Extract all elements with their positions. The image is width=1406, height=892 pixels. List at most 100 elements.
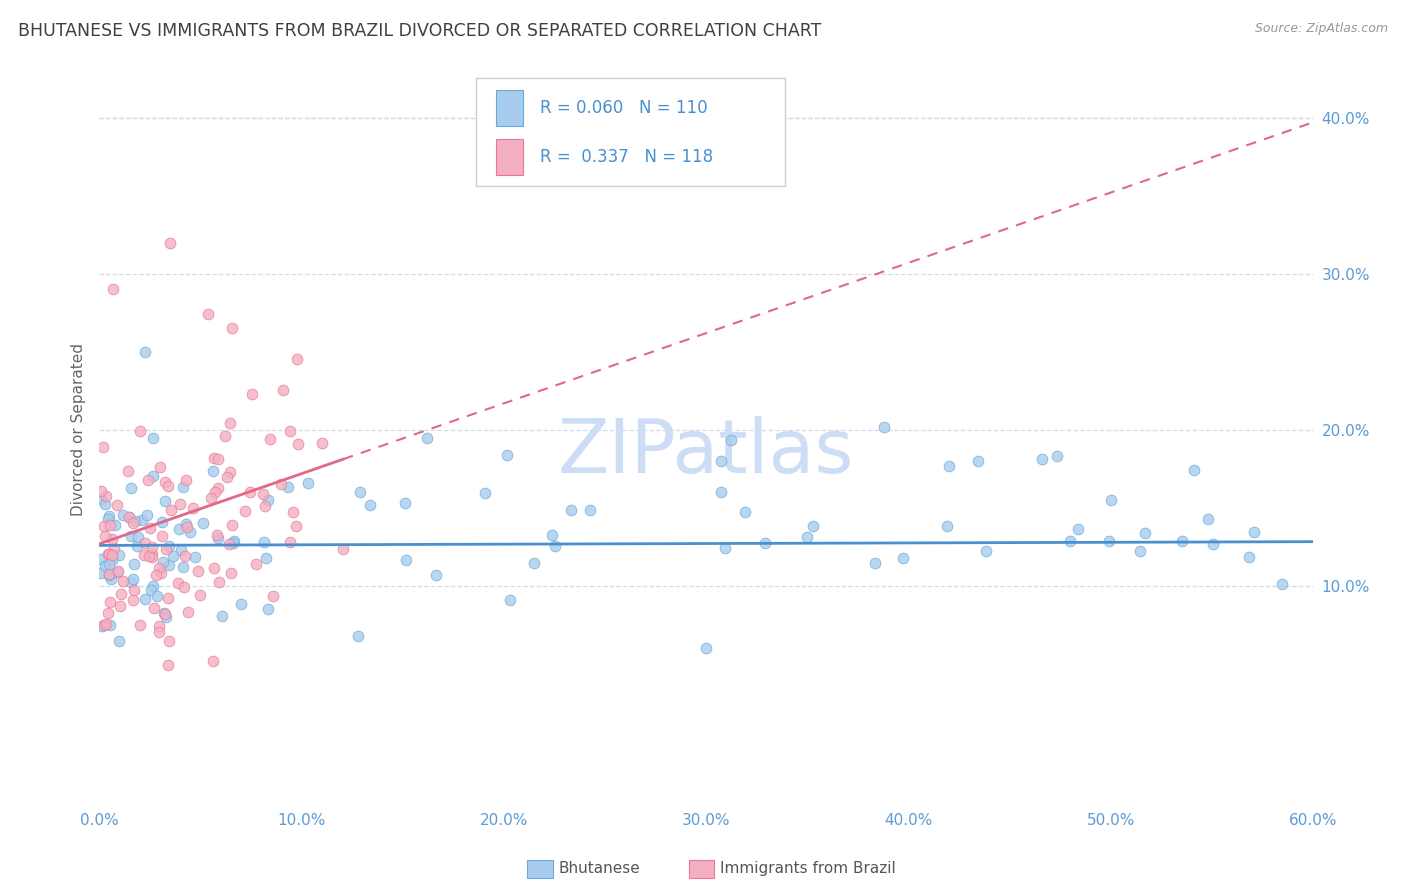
Point (205, 528, 228, 542)
Point (148, 561, 170, 575)
Point (187, 564, 209, 578)
Point (211, 608, 233, 623)
Point (253, 535, 276, 549)
Bar (496, 139, 523, 175)
Point (91, 440, 114, 454)
Point (100, 572, 122, 586)
Point (105, 565, 128, 579)
Point (110, 587, 132, 601)
Point (1031, 452, 1053, 467)
Point (152, 555, 174, 569)
Point (174, 516, 197, 531)
Point (416, 431, 439, 445)
Point (98, 594, 121, 608)
Point (97, 508, 120, 523)
Point (235, 504, 257, 518)
Point (710, 485, 733, 500)
Point (734, 505, 756, 519)
Point (127, 530, 149, 544)
Point (148, 625, 170, 640)
Point (93, 559, 115, 574)
Point (695, 641, 717, 656)
Point (1067, 522, 1090, 536)
Point (474, 486, 496, 500)
Point (134, 535, 156, 549)
Point (1271, 577, 1294, 591)
Point (145, 589, 167, 603)
Point (1171, 533, 1194, 548)
Point (94, 617, 117, 632)
Point (112, 508, 135, 522)
Point (523, 556, 546, 570)
Point (1237, 550, 1260, 565)
Point (105, 498, 128, 512)
Point (221, 536, 243, 550)
Point (118, 509, 141, 524)
Point (103, 541, 125, 555)
Point (395, 553, 418, 567)
Point (149, 459, 172, 474)
Point (208, 574, 231, 589)
Point (935, 519, 957, 533)
Point (1243, 524, 1265, 539)
Point (97, 547, 120, 561)
Point (153, 607, 176, 621)
Point (1133, 526, 1156, 541)
Point (270, 477, 292, 491)
Point (90, 566, 112, 581)
Point (157, 539, 180, 553)
Point (215, 469, 238, 483)
Point (141, 549, 163, 564)
Point (281, 505, 304, 519)
Point (107, 564, 129, 578)
Point (118, 509, 141, 524)
Point (1182, 463, 1205, 477)
Point (108, 599, 131, 614)
Point (157, 591, 180, 605)
Text: R =  0.337   N = 118: R = 0.337 N = 118 (540, 148, 713, 166)
Point (141, 547, 163, 561)
Point (257, 493, 280, 508)
Point (754, 536, 776, 550)
Point (285, 518, 308, 533)
Point (98, 618, 121, 632)
Point (120, 481, 142, 495)
Point (170, 543, 193, 558)
Point (150, 566, 173, 580)
Point (101, 532, 124, 546)
Point (183, 500, 205, 515)
Point (136, 508, 159, 523)
Point (204, 485, 226, 500)
Point (214, 429, 236, 443)
Point (129, 618, 152, 632)
Point (122, 593, 145, 607)
Point (101, 552, 124, 566)
Point (193, 516, 215, 530)
Point (242, 387, 264, 401)
Point (157, 558, 180, 573)
Point (252, 487, 274, 501)
Point (1197, 511, 1219, 525)
Point (579, 503, 602, 517)
Point (172, 480, 194, 494)
Point (278, 535, 301, 549)
Point (134, 591, 156, 606)
Point (155, 609, 177, 624)
Point (129, 424, 152, 438)
Point (200, 491, 222, 505)
Point (97, 547, 120, 561)
Point (134, 344, 156, 359)
Point (720, 433, 742, 447)
Point (245, 557, 267, 571)
Point (160, 502, 183, 516)
Point (1099, 493, 1122, 508)
Point (1129, 544, 1152, 558)
Point (184, 549, 207, 564)
Point (155, 494, 177, 508)
Point (122, 582, 145, 597)
Point (893, 550, 915, 565)
Point (276, 480, 298, 494)
Point (162, 549, 184, 563)
Point (1059, 533, 1081, 548)
Point (714, 541, 737, 556)
